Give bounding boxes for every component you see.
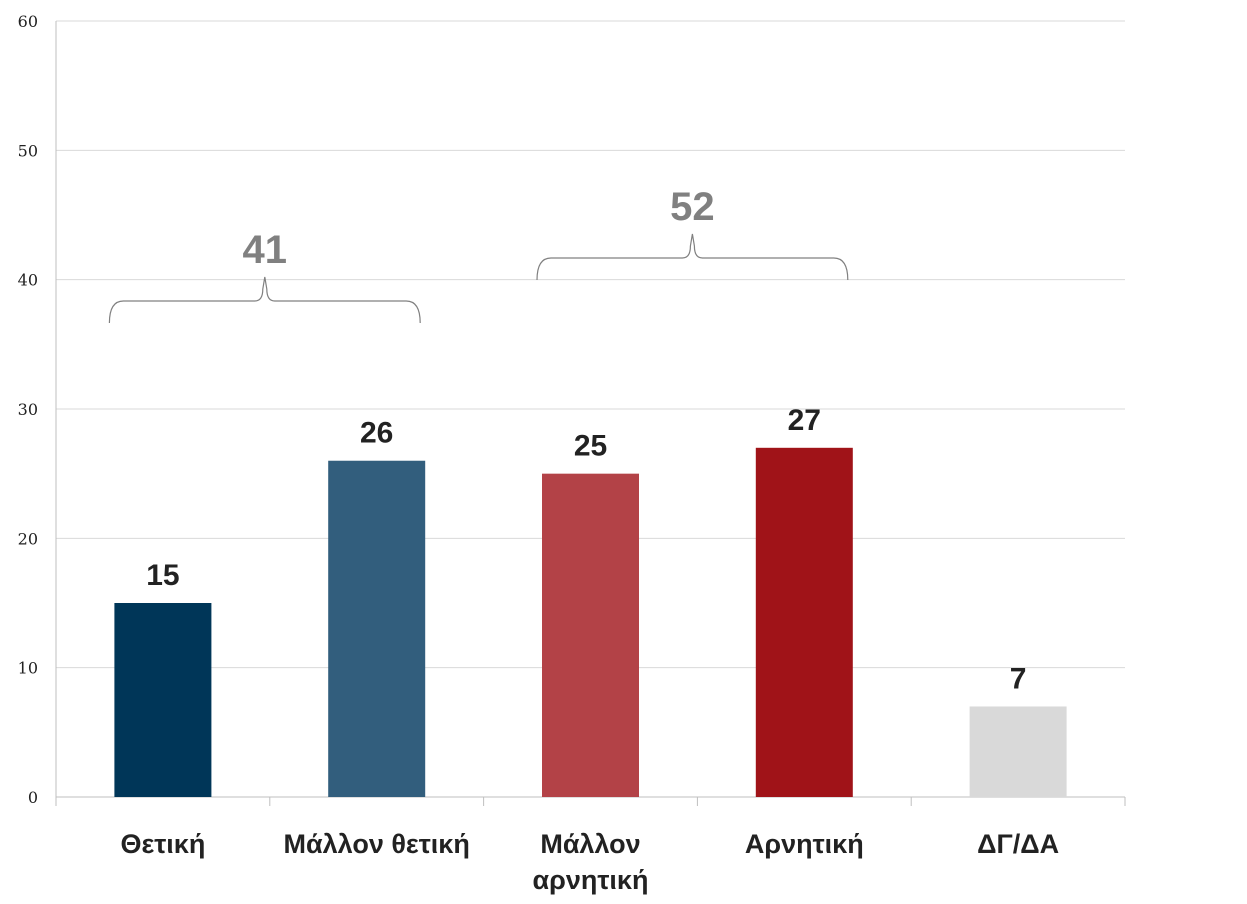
x-category-label: ΔΓ/ΔΑ	[977, 829, 1059, 859]
data-label: 27	[788, 404, 821, 437]
bar	[114, 603, 212, 797]
group-total-label: 41	[243, 228, 288, 272]
y-tick-label: 50	[18, 141, 38, 160]
x-category-label: Αρνητική	[745, 829, 864, 859]
y-tick-label: 20	[18, 529, 38, 548]
y-tick-label: 10	[18, 659, 38, 678]
y-tick-label: 0	[28, 788, 38, 807]
y-tick-label: 60	[18, 12, 38, 31]
group-total-label: 52	[670, 185, 715, 229]
y-tick-label: 40	[18, 271, 38, 290]
data-label: 26	[360, 417, 393, 450]
bar	[969, 706, 1067, 797]
group-brace	[108, 276, 421, 324]
bar	[542, 473, 639, 797]
data-label: 25	[574, 430, 607, 463]
bar	[328, 460, 426, 797]
x-category-label: αρνητική	[533, 865, 649, 895]
data-label: 7	[1010, 662, 1027, 695]
x-category-label: Μάλλον θετική	[284, 829, 470, 859]
x-category-label: Θετική	[120, 829, 205, 859]
x-category-label: Μάλλον	[540, 829, 640, 859]
y-tick-label: 30	[18, 400, 38, 419]
group-brace	[536, 233, 849, 281]
bar	[755, 447, 853, 797]
data-label: 15	[146, 559, 179, 592]
